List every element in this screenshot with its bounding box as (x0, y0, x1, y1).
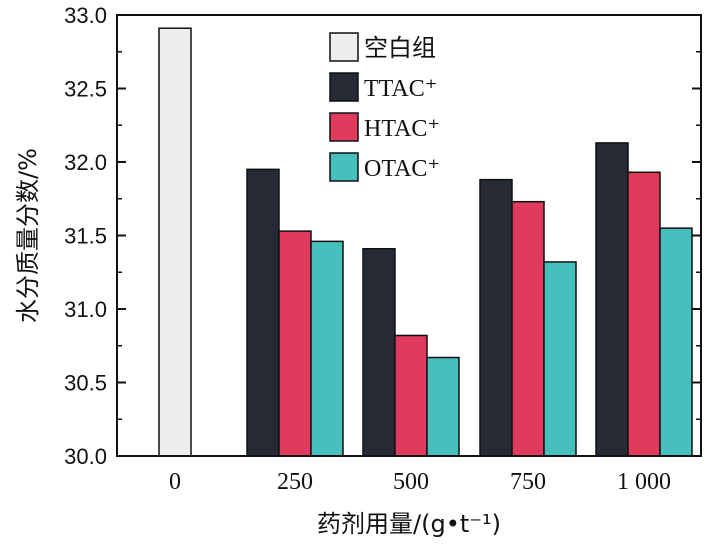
y-axis-title: 水分质量分数/% (14, 148, 42, 323)
bar-htac-2 (394, 334, 428, 457)
bar-otac-2 (426, 356, 460, 457)
bar-otac-1 (310, 240, 344, 457)
bars (158, 27, 693, 457)
bar-ttac-4 (595, 142, 629, 457)
bar-ttac-2 (362, 247, 396, 457)
x-axis-title: 药剂用量/(g•t⁻¹) (317, 510, 501, 538)
x-tick-label: 1 000 (617, 469, 671, 495)
y-tick-label: 30.5 (64, 371, 107, 396)
x-tick-label: 0 (169, 469, 181, 495)
bar-ttac-3 (479, 178, 513, 457)
x-tick-label: 250 (277, 469, 313, 495)
bar-ttac-1 (246, 168, 280, 457)
legend-swatch (329, 32, 359, 62)
legend-swatch (329, 152, 359, 182)
bar-otac-4 (659, 227, 693, 457)
legend-label: TTAC⁺ (364, 76, 437, 102)
x-tick-label: 750 (510, 469, 546, 495)
y-tick-label: 32.5 (64, 77, 107, 102)
bar-htac-4 (627, 171, 661, 457)
legend-label: 空白组 (364, 35, 436, 62)
legend-swatch (329, 112, 359, 142)
bar-htac-1 (278, 230, 312, 457)
y-tick-label: 31.0 (64, 297, 107, 322)
legend-label: OTAC⁺ (364, 156, 440, 182)
legend: 空白组 TTAC⁺ HTAC⁺ OTAC⁺ (329, 32, 440, 182)
y-axis: 30.0 30.5 31.0 31.5 32.0 32.5 33.0 (64, 3, 701, 469)
y-tick-label: 30.0 (64, 444, 107, 469)
y-tick-label: 31.5 (64, 224, 107, 249)
legend-label: HTAC⁺ (364, 116, 440, 142)
bar-otac-3 (543, 261, 577, 457)
x-tick-label: 500 (393, 469, 429, 495)
x-axis: 0 250 500 750 1 000 (169, 469, 671, 495)
bar-blank-0 (158, 27, 192, 457)
bar-htac-3 (511, 200, 545, 457)
legend-swatch (329, 72, 359, 102)
y-tick-label: 32.0 (64, 150, 107, 175)
y-tick-label: 33.0 (64, 3, 107, 28)
